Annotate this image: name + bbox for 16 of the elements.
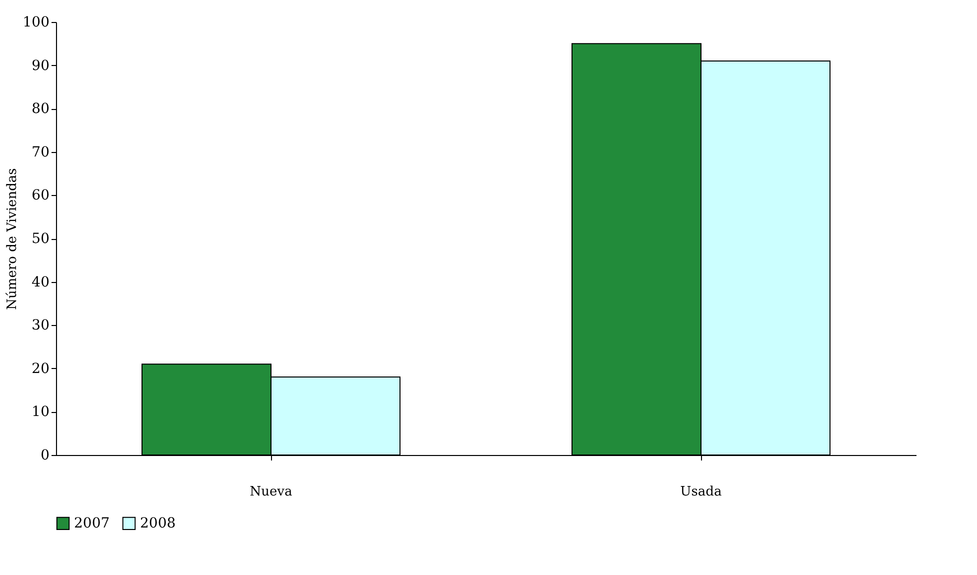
y-tick-label: 0 — [40, 448, 50, 464]
y-tick-label: 70 — [32, 144, 50, 160]
y-axis-title: Número de Viviendas — [4, 168, 20, 310]
y-tick-label: 100 — [22, 14, 50, 30]
y-tick-label: 90 — [32, 58, 50, 74]
legend-label: 2007 — [74, 515, 110, 532]
x-tick-label: Usada — [680, 484, 722, 500]
x-tick-label: Nueva — [250, 484, 293, 500]
y-tick-label: 60 — [32, 188, 50, 204]
y-tick-label: 20 — [32, 360, 50, 377]
legend-label: 2008 — [140, 515, 176, 532]
y-tick-label: 10 — [32, 404, 50, 420]
y-tick-label: 30 — [32, 318, 50, 334]
y-tick-label: 80 — [32, 101, 50, 118]
y-tick-label: 50 — [32, 231, 50, 247]
y-tick-label: 40 — [32, 274, 50, 290]
